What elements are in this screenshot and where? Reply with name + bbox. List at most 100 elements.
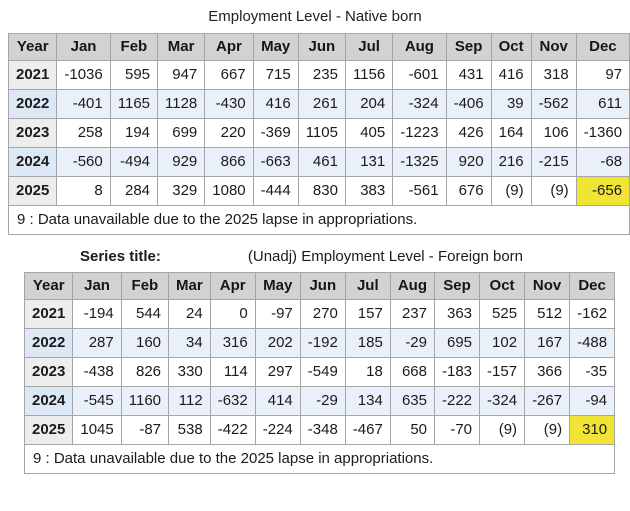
- column-header: Year: [23, 272, 74, 300]
- series-title-label: Series title:: [80, 248, 161, 265]
- value-cell: -430: [204, 89, 254, 119]
- column-header: Nov: [530, 33, 577, 61]
- column-header: Dec: [575, 33, 630, 61]
- highlighted-value-cell: 310: [569, 415, 616, 445]
- table-row: 2023 -438 826 330 114 297 -549 18 668 -183 -157 366…: [23, 357, 616, 387]
- value-cell: 667: [204, 60, 254, 90]
- value-cell: -97: [254, 299, 301, 329]
- value-cell: 366: [524, 357, 571, 387]
- table-row: 2024 -545 1160 112 -632 414 -29 134 635 -222 -324-…: [23, 386, 616, 416]
- value-cell: (9): [524, 415, 571, 445]
- table-row: 2022 287 160 34 316 202 -192 185 -29 695 102 167 -48…: [23, 328, 616, 358]
- value-cell: 830: [297, 176, 346, 206]
- value-cell: 106: [530, 118, 577, 148]
- column-header: Aug: [392, 33, 447, 61]
- value-cell: -549: [299, 357, 346, 387]
- value-cell: -68: [575, 147, 630, 177]
- value-cell: -444: [252, 176, 299, 206]
- value-cell: 18: [344, 357, 391, 387]
- value-cell: -194: [72, 299, 122, 329]
- value-cell: -488: [569, 328, 616, 358]
- value-cell: 24: [168, 299, 211, 329]
- value-cell: 826: [120, 357, 170, 387]
- column-header: Apr: [209, 272, 256, 300]
- value-cell: 866: [204, 147, 254, 177]
- value-cell: 461: [297, 147, 346, 177]
- column-header: Oct: [490, 33, 532, 61]
- year-cell: 2023: [7, 118, 58, 148]
- year-cell: 2024: [23, 386, 74, 416]
- value-cell: 204: [344, 89, 394, 119]
- value-cell: -562: [530, 89, 577, 119]
- value-cell: -215: [530, 147, 577, 177]
- foreign-table-body: 2021 -194 544 24 0 -97 270 157 237 363 525 512 -162 2…: [23, 299, 616, 474]
- table-row: 2024 -560 -494 929 866 -663 461 131 -1325 920 216-…: [7, 147, 630, 177]
- value-cell: -324: [479, 386, 526, 416]
- foreign-table-caption: Series title: (Unadj) Employment Level -…: [24, 248, 610, 265]
- value-cell: -348: [299, 415, 346, 445]
- year-cell: 2025: [7, 176, 58, 206]
- value-cell: 947: [157, 60, 206, 90]
- year-cell: 2022: [7, 89, 58, 119]
- column-header: Apr: [204, 33, 254, 61]
- value-cell: 383: [344, 176, 394, 206]
- value-cell: -324: [392, 89, 447, 119]
- value-cell: 235: [297, 60, 346, 90]
- table-row: 2023 258 194 699 220 -369 1105 405 -1223 426 164 10…: [7, 118, 630, 148]
- foreign-table-header: Year Jan Feb Mar Apr May Jun Jul Aug Sep Oct Nov Dec: [23, 272, 616, 300]
- value-cell: -401: [56, 89, 111, 119]
- column-header: Jun: [297, 33, 346, 61]
- value-cell: 1105: [297, 118, 346, 148]
- value-cell: 676: [445, 176, 492, 206]
- column-header: Jul: [344, 272, 391, 300]
- column-header: May: [252, 33, 299, 61]
- value-cell: 635: [389, 386, 436, 416]
- value-cell: 595: [109, 60, 159, 90]
- value-cell: 1128: [157, 89, 206, 119]
- value-cell: 157: [344, 299, 391, 329]
- table-row: 2022 -401 1165 1128 -430 416 261 204 -324 -406 39-…: [7, 89, 630, 119]
- column-header: Sep: [433, 272, 481, 300]
- column-header: Jan: [56, 33, 111, 61]
- value-cell: -94: [569, 386, 616, 416]
- value-cell: -632: [209, 386, 256, 416]
- value-cell: 134: [344, 386, 391, 416]
- value-cell: -222: [433, 386, 481, 416]
- value-cell: 112: [168, 386, 211, 416]
- value-cell: 699: [157, 118, 206, 148]
- value-cell: -157: [479, 357, 526, 387]
- value-cell: -183: [433, 357, 481, 387]
- value-cell: 611: [575, 89, 630, 119]
- table-row: 2021 -194 544 24 0 -97 270 157 237 363 525 512 -162: [23, 299, 616, 329]
- year-cell: 2024: [7, 147, 58, 177]
- native-table-header: Year Jan Feb Mar Apr May Jun Jul Aug Sep Oct Nov Dec: [7, 33, 630, 61]
- value-cell: 920: [445, 147, 492, 177]
- value-cell: 695: [433, 328, 481, 358]
- value-cell: -29: [299, 386, 346, 416]
- value-cell: (9): [490, 176, 532, 206]
- value-cell: -601: [392, 60, 447, 90]
- value-cell: (9): [530, 176, 577, 206]
- column-header: Dec: [569, 272, 616, 300]
- column-header: Year: [7, 33, 58, 61]
- year-cell: 2022: [23, 328, 74, 358]
- column-header: Aug: [389, 272, 436, 300]
- footnote-text: 9 : Data unavailable due to the 2025 lap…: [23, 444, 616, 474]
- value-cell: 538: [168, 415, 211, 445]
- native-table-title: Employment Level - Native born: [208, 8, 422, 25]
- value-cell: 426: [445, 118, 492, 148]
- column-header: Oct: [479, 272, 526, 300]
- year-cell: 2021: [23, 299, 74, 329]
- column-header: Mar: [157, 33, 206, 61]
- value-cell: 202: [254, 328, 301, 358]
- value-cell: 668: [389, 357, 436, 387]
- foreign-born-table: Year Jan Feb Mar Apr May Jun Jul Aug Sep Oct Nov Dec…: [23, 272, 616, 474]
- value-cell: 431: [445, 60, 492, 90]
- value-cell: -438: [72, 357, 122, 387]
- value-cell: -663: [252, 147, 299, 177]
- value-cell: -1325: [392, 147, 447, 177]
- value-cell: 8: [56, 176, 111, 206]
- value-cell: 1156: [344, 60, 394, 90]
- value-cell: 330: [168, 357, 211, 387]
- value-cell: 363: [433, 299, 481, 329]
